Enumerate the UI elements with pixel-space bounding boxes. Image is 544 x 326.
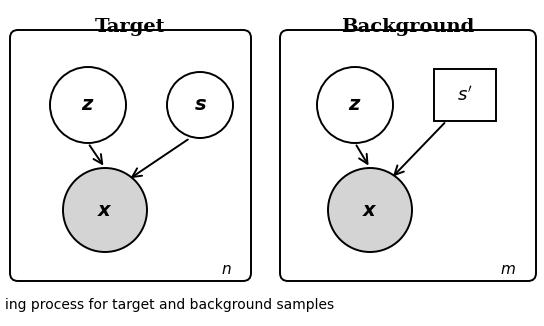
Text: $\boldsymbol{z}$: $\boldsymbol{z}$ — [81, 96, 95, 114]
Text: $\boldsymbol{x}$: $\boldsymbol{x}$ — [97, 200, 113, 219]
Text: Target: Target — [95, 18, 165, 36]
FancyBboxPatch shape — [280, 30, 536, 281]
Text: Background: Background — [342, 18, 474, 36]
Text: ing process for target and background samples: ing process for target and background sa… — [5, 298, 334, 312]
Text: $\boldsymbol{z}$: $\boldsymbol{z}$ — [348, 96, 362, 114]
FancyBboxPatch shape — [10, 30, 251, 281]
Text: $\boldsymbol{s}$: $\boldsymbol{s}$ — [194, 96, 207, 114]
Ellipse shape — [63, 168, 147, 252]
Bar — [434, 69, 496, 121]
Ellipse shape — [167, 72, 233, 138]
Text: $m$: $m$ — [500, 262, 516, 277]
Ellipse shape — [50, 67, 126, 143]
Text: $n$: $n$ — [221, 262, 232, 277]
Ellipse shape — [317, 67, 393, 143]
Ellipse shape — [328, 168, 412, 252]
Text: $s'$: $s'$ — [458, 85, 473, 105]
Text: $\boldsymbol{x}$: $\boldsymbol{x}$ — [362, 200, 378, 219]
